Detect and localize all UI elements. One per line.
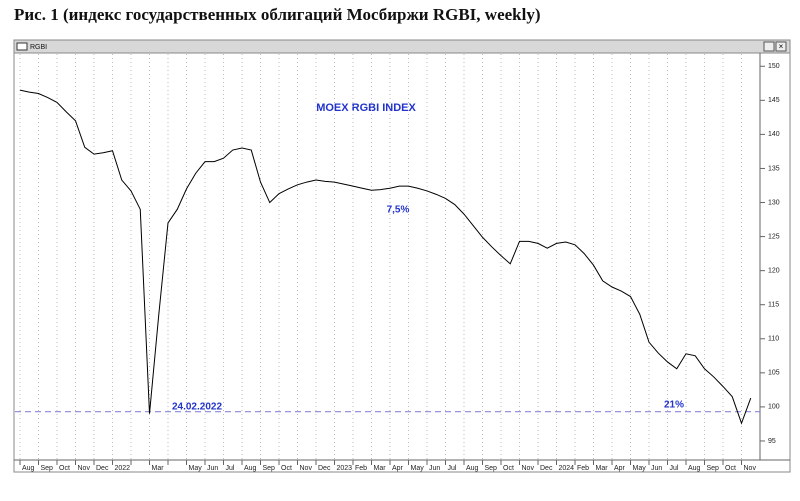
- close-button[interactable]: [775, 41, 787, 52]
- x-tick-label: Sep: [263, 465, 276, 472]
- x-tick-label: 2024: [559, 465, 575, 472]
- x-tick-label: Jun: [651, 465, 662, 472]
- x-tick-label: Jun: [429, 465, 440, 472]
- x-tick-label: Apr: [392, 465, 404, 472]
- x-tick-label: Sep: [707, 465, 720, 472]
- x-tick-label: Oct: [59, 465, 70, 472]
- y-tick-label: 95: [768, 438, 776, 445]
- y-tick-label: 140: [768, 131, 780, 138]
- x-tick-label: Oct: [281, 465, 292, 472]
- x-tick-label: May: [411, 465, 425, 472]
- x-tick-label: Aug: [244, 465, 257, 472]
- x-tick-label: Dec: [540, 465, 553, 472]
- x-tick-label: Nov: [522, 465, 535, 472]
- figure-caption: Рис. 1 (индекс государственных облигаций…: [14, 5, 541, 24]
- x-tick-label: Sep: [41, 465, 54, 472]
- x-tick-label: Jul: [448, 465, 457, 472]
- y-tick-label: 100: [768, 404, 780, 411]
- chart-window: [13, 39, 791, 473]
- title-bar: [13, 39, 791, 54]
- x-tick-label: Aug: [466, 465, 479, 472]
- chart-title: MOEX RGBI INDEX: [316, 102, 416, 114]
- x-tick-label: Apr: [614, 465, 626, 472]
- x-tick-label: Oct: [503, 465, 514, 472]
- restore-button[interactable]: [763, 41, 775, 52]
- x-tick-label: Aug: [688, 465, 701, 472]
- x-tick-label: Feb: [577, 465, 589, 472]
- y-tick-label: 125: [768, 233, 780, 240]
- close-icon[interactable]: ×: [779, 42, 784, 51]
- price-line: [19, 89, 752, 425]
- y-tick-label: 110: [768, 336, 779, 343]
- x-tick-label: Mar: [152, 465, 165, 472]
- x-tick-label: Nov: [300, 465, 313, 472]
- x-tick-label: May: [633, 465, 647, 472]
- window-icon: [16, 42, 28, 51]
- y-tick-label: 120: [768, 267, 780, 274]
- x-tick-label: Oct: [725, 465, 736, 472]
- y-tick-label: 105: [768, 370, 780, 377]
- x-tick-label: 2023: [337, 465, 353, 472]
- x-tick-label: Jun: [207, 465, 218, 472]
- annotation: 24.02.2022: [172, 402, 222, 413]
- x-tick-label: Dec: [318, 465, 331, 472]
- x-tick-label: Sep: [485, 465, 498, 472]
- x-tick-label: May: [189, 465, 203, 472]
- window-title: RGBI: [30, 44, 47, 51]
- x-tick-label: Jul: [226, 465, 235, 472]
- x-tick-label: Aug: [22, 465, 35, 472]
- x-tick-label: Feb: [355, 465, 367, 472]
- annotation: 21%: [664, 400, 684, 411]
- y-tick-label: 150: [768, 63, 780, 70]
- y-tick-label: 135: [768, 165, 780, 172]
- x-tick-label: Dec: [96, 465, 109, 472]
- x-tick-label: Nov: [78, 465, 91, 472]
- y-tick-label: 130: [768, 199, 780, 206]
- annotation: 7,5%: [387, 205, 410, 216]
- x-tick-label: Nov: [744, 465, 757, 472]
- x-tick-label: 2022: [115, 465, 131, 472]
- x-tick-label: Jul: [670, 465, 679, 472]
- y-tick-label: 115: [768, 302, 779, 309]
- x-tick-label: Mar: [596, 465, 609, 472]
- y-tick-label: 145: [768, 97, 780, 104]
- x-tick-label: Mar: [374, 465, 387, 472]
